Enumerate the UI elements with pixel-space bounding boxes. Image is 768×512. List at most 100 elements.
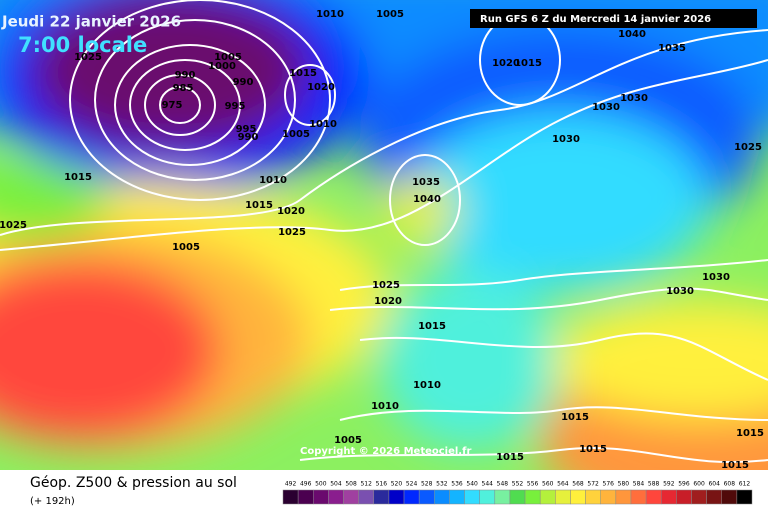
isobar-label: 1030 [702,272,730,283]
scale-label: 604 [708,481,720,488]
isobar-label: 990 [238,132,259,143]
isobar-label: 1025 [74,52,102,63]
isobar-label: 1020 [492,58,520,69]
footer-subtitle: (+ 192h) [30,496,75,507]
scale-swatch [449,489,465,505]
isobars [0,0,768,464]
scale-label: 560 [542,481,554,488]
isobar-label: 990 [233,77,254,88]
scale-label: 592 [663,481,675,488]
scale-label: 612 [739,481,751,488]
scale-swatch [418,489,435,505]
isobar-label: 1040 [413,194,441,205]
isobar-label: 1035 [658,43,686,54]
scale-label: 596 [678,481,690,488]
scale-swatch [706,489,722,505]
scale-label: 532 [436,481,448,488]
scale-swatch [736,489,753,505]
isobar-label: 1015 [579,444,607,455]
isobar-label: 1030 [552,134,580,145]
scale-swatch [328,489,344,505]
scale-swatch [297,489,314,505]
isobar-label: 1035 [412,177,440,188]
isobar-label: 1025 [734,142,762,153]
isobar-label: 1005 [172,242,200,253]
scale-swatch [313,489,329,505]
isobar-label: 1015 [245,200,273,211]
scale-label: 588 [648,481,660,488]
isobar-label: 1025 [278,227,306,238]
run-info: Run GFS 6 Z du Mercredi 14 janvier 2026 [480,14,711,25]
scale-swatch [388,489,405,505]
scale-label: 568 [572,481,584,488]
isobar-label: 1030 [592,102,620,113]
isobar-label: 1015 [418,321,446,332]
scale-swatch [282,489,299,505]
isobar-label: 1040 [618,29,646,40]
isobar-label: 1015 [736,428,764,439]
isobar-label: 1015 [514,58,542,69]
scale-swatch [494,489,511,505]
scale-label: 556 [527,481,539,488]
isobar-label: 1020 [307,82,335,93]
run-box [470,9,757,28]
scale-swatch [570,489,586,505]
copyright: Copyright © 2026 Meteociel.fr [300,446,471,457]
isobar-label: 1030 [620,93,648,104]
scale-label: 580 [618,481,630,488]
scale-swatch [524,489,541,505]
isobar-label: 1010 [309,119,337,130]
isobar-label: 1010 [259,175,287,186]
scale-swatch [373,489,390,505]
isobar-label: 975 [162,100,183,111]
isobar-label: 1025 [372,280,400,291]
scale-label: 492 [285,481,297,488]
scale-label: 608 [724,481,736,488]
scale-swatch [585,489,601,505]
isobar-label: 1015 [721,460,749,471]
scale-swatch [721,489,738,505]
scale-swatch [660,489,677,505]
scale-label: 524 [406,481,418,488]
scale-swatch [343,489,359,505]
scale-label: 504 [330,481,342,488]
isobar-label: 1025 [0,220,27,231]
isobar-label: 1020 [277,206,305,217]
footer-title: Géop. Z500 & pression au sol [30,475,237,491]
isobar-label: 995 [225,101,246,112]
isobar-label: 1010 [371,401,399,412]
scale-label: 496 [300,481,312,488]
scale-label: 520 [391,481,403,488]
isobar-label: 1030 [666,286,694,297]
isobar-label: 1015 [64,172,92,183]
isobar-label: 1005 [214,52,242,63]
scale-swatch [539,489,556,505]
isobar-label: 1015 [496,452,524,463]
scale-swatch [479,489,496,505]
scale-label: 572 [587,481,599,488]
isobar-label: 1020 [374,296,402,307]
scale-swatch [645,489,662,505]
scale-label: 528 [421,481,433,488]
isobar-label: 1010 [316,9,344,20]
scale-swatch [691,489,707,505]
color-scale: 492 496 500 504 508 512 516 520 524 528 532 536 540 5… [282,481,753,505]
isobar-label: 1005 [334,435,362,446]
isobar-label: 990 [175,70,196,81]
scale-swatch [676,489,692,505]
valid-date: Jeudi 22 janvier 2026 [1,13,181,31]
scale-swatch [509,489,526,505]
scale-label: 548 [497,481,509,488]
scale-swatch [615,489,632,505]
scale-swatch [464,489,480,505]
scale-swatch [600,489,617,505]
scale-swatch [555,489,571,505]
scale-label: 564 [557,481,569,488]
isobar-label: 1015 [561,412,589,423]
scale-swatch [434,489,450,505]
scale-label: 508 [345,481,357,488]
scale-swatch [403,489,420,505]
